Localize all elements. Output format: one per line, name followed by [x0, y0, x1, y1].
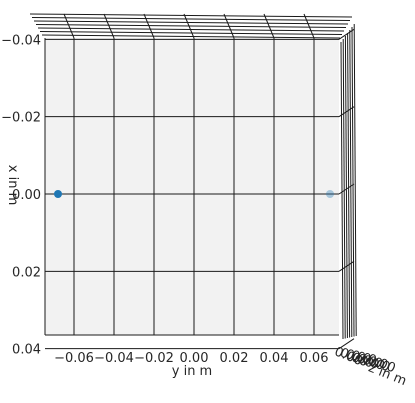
x-axis-label: y in m	[172, 364, 212, 379]
depth-grid-top	[143, 13, 155, 39]
y-tick-label: 0.00	[12, 188, 41, 203]
x-tick-label: −0.04	[94, 351, 134, 366]
x-tick-label: 0.06	[300, 351, 329, 366]
depth-grid-right	[338, 338, 355, 350]
depth-frame	[29, 13, 357, 350]
plot-pane	[45, 38, 339, 335]
y-tick-label: −0.02	[1, 111, 41, 126]
y-tick-label: 0.04	[12, 343, 41, 358]
depth-top-edge	[37, 27, 345, 32]
depth-right-edge	[347, 32, 351, 338]
y-tick-label: −0.04	[1, 33, 41, 48]
depth-right-edge	[349, 29, 353, 338]
depth-grid-top	[303, 13, 315, 39]
depth-top-edge	[35, 24, 347, 28]
depth-right-edge	[344, 35, 348, 339]
x-tick-label: 0.04	[260, 351, 289, 366]
depth-grid-top	[263, 13, 275, 39]
depth-top-edge	[39, 31, 343, 35]
y-tick-labels: −0.06−0.04−0.020.000.020.040.06	[1, 33, 41, 358]
y-tick-label: 0.02	[12, 265, 41, 280]
x-tick-label: 0.00	[180, 351, 209, 366]
depth-top-edge	[41, 34, 341, 39]
depth-grid-right	[338, 28, 355, 40]
depth-top-edge	[29, 13, 353, 18]
y-axis-label: x in m	[5, 165, 20, 205]
depth-grid-top	[183, 13, 195, 39]
x-tick-label: −0.02	[134, 351, 174, 366]
x-tick-labels: −0.06 −0.04 −0.02 0.00 0.02 0.04 0.06	[54, 351, 328, 366]
depth-grid-top	[223, 13, 235, 39]
depth-right-edge	[351, 26, 355, 337]
depth-top-edge	[31, 17, 351, 21]
scatter-point	[326, 190, 334, 198]
depth-grid-right	[338, 106, 355, 118]
depth-grid-top	[103, 13, 115, 39]
x-tick-label: 0.02	[220, 351, 249, 366]
depth-right-edge	[340, 41, 344, 340]
x-tick-label: −0.06	[54, 351, 94, 366]
depth-grid-right	[338, 260, 355, 272]
depth-top-edge	[33, 20, 349, 25]
depth-grid-right	[338, 183, 355, 195]
grid-lines	[44, 38, 339, 350]
depth-right-edge	[353, 23, 357, 337]
data-points	[54, 190, 334, 198]
depth-right-edge	[342, 38, 346, 339]
depth-grid-top	[63, 13, 75, 39]
scatter-point	[54, 190, 62, 198]
